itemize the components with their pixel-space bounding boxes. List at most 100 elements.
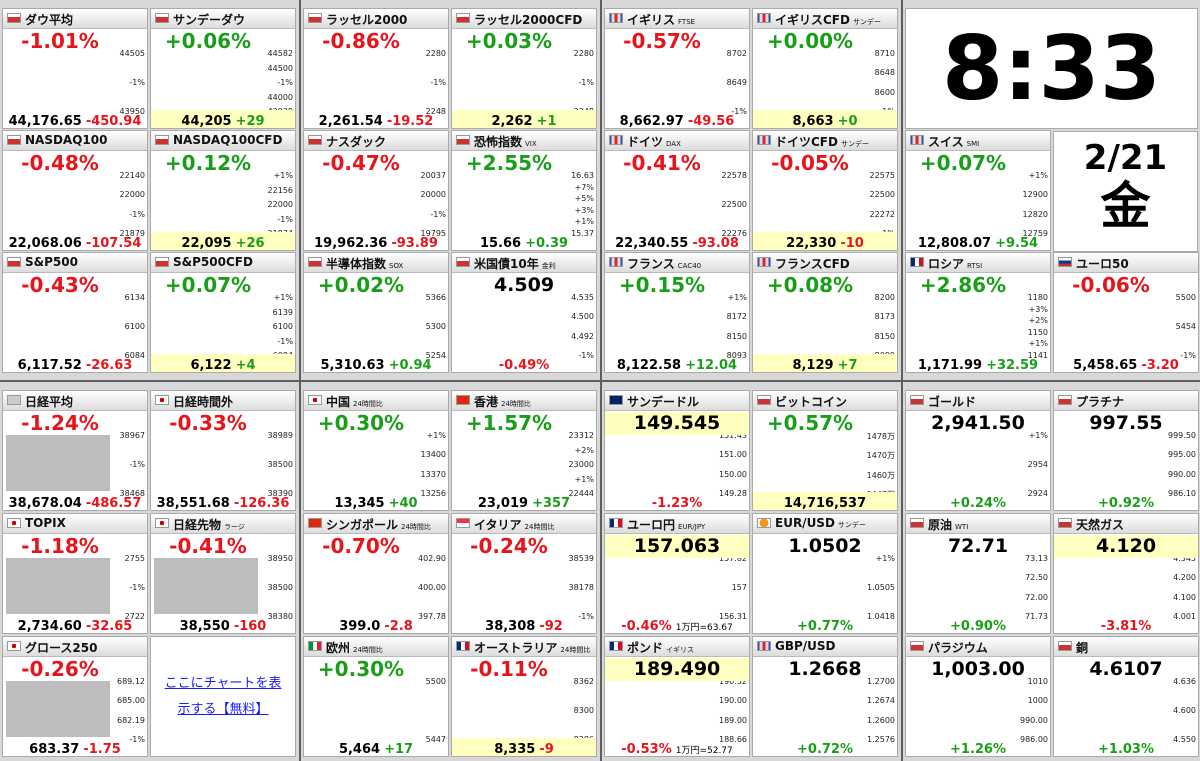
axis-label: 2248	[425, 107, 446, 116]
tile-header: GBP/USD	[753, 637, 897, 657]
quote-tile: 欧州 24時間比 5500 5447 +0.30% 5,464 +17	[303, 636, 449, 757]
quote-tile: グロース250 689.12 685.00 682.19 -1% -0.26% 683.37…	[2, 636, 148, 757]
tile-name: ラッセル2000CFD	[474, 11, 582, 28]
change: +26	[235, 236, 265, 251]
name-text: 日経平均	[25, 395, 74, 409]
axis-label: 6100	[124, 322, 145, 331]
name-sub: EUR/JPY	[678, 523, 706, 531]
axis-label: 149.28	[719, 489, 747, 498]
change: -19.52	[386, 114, 434, 129]
axis-label: 6134	[124, 293, 145, 302]
tile-name: 日経平均	[25, 393, 73, 410]
change-percent: +0.07%	[164, 273, 252, 297]
change: +0.90%	[950, 619, 1006, 634]
quote-tile: ドイツCFDサンデー225752250022272-1%-0.05%22,330…	[752, 130, 898, 251]
bottom-row: +0.90%	[906, 615, 1050, 633]
price: 5,310.63	[320, 358, 385, 373]
axis-label: 8710	[874, 49, 895, 58]
change-percent: -0.06%	[1072, 273, 1150, 297]
quote-tile: 日経時間外 38989 38500 38390 -0.33% 38,551.68 -126.…	[150, 390, 296, 511]
name-text: 日経時間外	[173, 395, 234, 409]
name-text: ドイツ	[627, 135, 664, 149]
axis-label: 15.37	[571, 229, 594, 238]
tile-name: NASDAQ100CFD	[173, 133, 282, 147]
change: +7	[837, 358, 858, 373]
quote-tile: スイス SMI +1% 12900 12820 12759 +0.07% 12,808.07 +…	[905, 130, 1051, 251]
axis-label: 20037	[420, 171, 446, 180]
price: 13,345	[334, 496, 385, 511]
price: 189.490	[605, 658, 749, 681]
change: +1.26%	[950, 742, 1006, 757]
bottom-row: 38,550 -160	[151, 615, 295, 633]
name-sub: CAC40	[677, 262, 702, 270]
change: -3.81%	[1100, 619, 1152, 634]
quote-tile: プラチナ 999.50 995.00 990.00 986.10 997.55 +0.92%	[1053, 390, 1199, 511]
bottom-row: +0.77%	[753, 615, 897, 633]
mini-chart	[6, 435, 110, 491]
axis-label: +1%	[273, 171, 293, 180]
mini-chart	[455, 53, 559, 109]
flag-icon	[7, 395, 21, 405]
axis-label: 23312	[568, 431, 594, 440]
free-chart-link[interactable]: ここにチャートを表示する【無料】	[164, 675, 282, 717]
axis-label: 38500	[267, 583, 293, 592]
tile-header: EUR/USD サンデー	[753, 514, 897, 534]
tile-name: TOPIX	[25, 516, 66, 530]
bottom-row: 44,176.65 -450.94	[3, 110, 147, 128]
tile-header: ダウ平均	[3, 9, 147, 29]
price: 38,551.68	[156, 496, 230, 511]
tile-name: 天然ガス	[1076, 516, 1124, 533]
axis-label: 22500	[721, 200, 747, 209]
flag-icon	[155, 395, 169, 405]
price: 4.509	[493, 274, 555, 296]
change: +1	[536, 114, 557, 129]
tile-header: 香港 24時間比	[452, 391, 596, 411]
weekday: 金	[1100, 177, 1151, 235]
tile-header: 原油 WTI	[906, 514, 1050, 534]
flag-icon	[456, 257, 470, 267]
flag-icon	[910, 641, 924, 651]
axis-label: 190.52	[719, 677, 747, 686]
tile-header: 恐怖指数 VIX	[452, 131, 596, 151]
change: -0.53%	[621, 742, 672, 757]
axis-label: 1141	[1027, 351, 1048, 360]
axis-label: 8300	[573, 706, 594, 715]
tile-header: ロシア RTSI	[906, 253, 1050, 273]
change: -10	[840, 236, 864, 251]
tile-header: ラッセル2000	[304, 9, 448, 29]
tile-header: スイス SMI	[906, 131, 1050, 151]
name-sub: VIX	[525, 140, 537, 148]
axis-label: 44500	[267, 63, 293, 73]
price: 72.71	[947, 535, 1009, 557]
flag-icon	[456, 13, 470, 23]
flag-icon	[7, 257, 21, 267]
tile-name: 日経時間外	[173, 393, 233, 410]
axis-label: +3%	[1028, 304, 1048, 314]
axis-label: 1010	[1027, 677, 1048, 686]
flag-icon	[456, 641, 470, 651]
axis-label: -1%	[578, 612, 594, 621]
axis-label: 8150	[874, 331, 895, 341]
tile-name: ロシア RTSI	[928, 255, 982, 272]
bottom-row: 23,019 +357	[452, 492, 596, 510]
change: +0.92%	[1098, 496, 1154, 511]
axis-label: 22276	[721, 229, 747, 238]
axis-label: 22140	[119, 171, 145, 180]
axis-label: 12900	[1022, 190, 1048, 200]
axis-label: 4.200	[1173, 573, 1196, 583]
axis-label: -1%	[578, 351, 594, 360]
axis-label: +2%	[574, 445, 594, 455]
axis-label: -1%	[277, 214, 293, 224]
mini-chart	[608, 435, 712, 491]
quote-tile: パラジウム 1010 1000 990.00 986.00 1,003.00 +1.26%	[905, 636, 1051, 757]
tile-header: 中国 24時間比	[304, 391, 448, 411]
change-percent: +1.57%	[465, 411, 553, 435]
mini-chart	[909, 435, 1013, 491]
bottom-row: +1.03%	[1054, 738, 1198, 756]
mini-chart	[1057, 681, 1161, 737]
price: 2,262	[491, 114, 533, 129]
name-sub: SMI	[966, 140, 980, 148]
tile-name: イタリア 24時間比	[474, 516, 554, 533]
quote-tile: シンガポール 24時間比 402.90 400.00 397.78 -0.70% 399.0…	[303, 513, 449, 634]
quote-tile: 原油 WTI 73.13 72.50 72.00 71.73 72.71 +0.90%	[905, 513, 1051, 634]
